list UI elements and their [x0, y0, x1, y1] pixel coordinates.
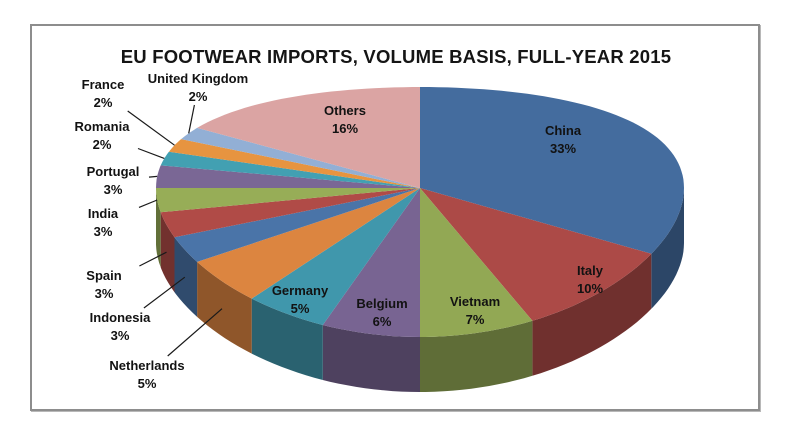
pie-slice-side-china	[651, 188, 684, 309]
pie-slice-india	[156, 188, 420, 213]
pie-slice-side-india	[156, 188, 161, 268]
pie-slice-side-vietnam	[420, 320, 533, 392]
pie-slice-china	[420, 87, 684, 254]
pie-slice-side-belgium	[322, 325, 420, 392]
leader-line-portugal	[148, 175, 158, 178]
pie-slice-portugal	[156, 165, 420, 188]
pie-slice-side-indonesia	[174, 237, 198, 317]
pie-slice-others	[197, 87, 420, 188]
pie-slice-france	[168, 139, 420, 188]
pie-slice-side-germany	[251, 298, 323, 380]
leader-line-france	[127, 110, 175, 146]
leader-line-romania	[137, 147, 165, 159]
pie-slice-belgium	[322, 188, 420, 337]
pie-slice-romania	[160, 151, 420, 188]
leader-line-indonesia	[143, 276, 186, 309]
pie-slice-spain	[160, 188, 420, 238]
pie-slice-indonesia	[174, 188, 420, 262]
pie-slice-germany	[251, 188, 420, 325]
pie-slice-side-netherlands	[197, 261, 252, 354]
pie-slice-united-kingdom	[181, 127, 420, 188]
pie-slice-vietnam	[420, 188, 533, 337]
leader-line-spain	[139, 251, 167, 267]
leader-line-netherlands	[167, 308, 223, 357]
pie-slice-netherlands	[197, 188, 420, 299]
pie-slice-italy	[420, 188, 652, 321]
chart-title: EU FOOTWEAR IMPORTS, VOLUME BASIS, FULL-…	[120, 46, 672, 67]
pie-slice-side-spain	[160, 212, 175, 293]
leader-line-united-kingdom	[188, 104, 195, 134]
leader-line-india	[138, 199, 158, 208]
pie-slice-side-italy	[532, 253, 652, 376]
